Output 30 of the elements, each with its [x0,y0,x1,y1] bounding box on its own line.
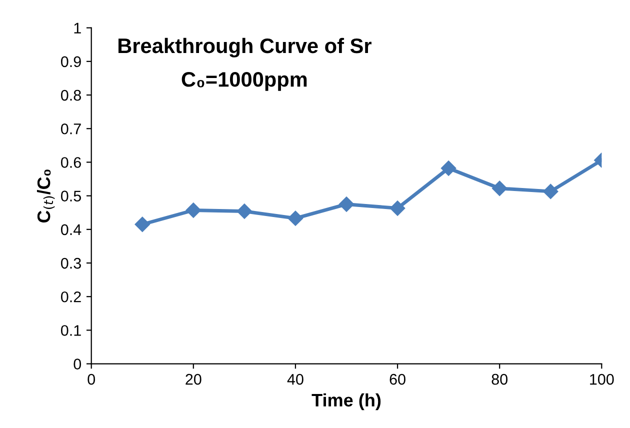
point [338,196,354,212]
x-tick-label: 60 [390,374,406,385]
y-tick-label: 0.6 [60,157,81,168]
point [186,202,201,218]
x-tick-label: 0 [88,374,95,385]
y-tick-label: 0.8 [60,90,81,101]
y-tick-label: 0.4 [60,224,82,236]
y-tick-label: 1 [74,22,81,34]
point [440,160,456,176]
y-tick-label: 0.9 [60,56,81,68]
y-tick-label: 0.2 [60,291,81,302]
x-tick-label: 100 [590,374,614,385]
y-tick-label: 0.5 [60,190,81,202]
y-tick-label: 0 [74,358,82,370]
x-tick-label: 80 [492,374,508,385]
chart-title: Breakthrough Curve of Sr [118,38,372,58]
point [288,210,304,226]
point [492,180,508,196]
y-tick-label: 0.1 [60,325,81,336]
x-tick-label: 40 [287,374,304,385]
text: C₀=1000ppm [182,72,307,91]
x-axis-title: Time (h) [312,393,381,410]
point [390,200,406,216]
y-axis-title: C$_{(t)}$/C₀ [36,170,55,223]
point [543,184,558,200]
x-tick-label: 20 [186,374,202,385]
y-tick-label: 0.3 [60,258,81,269]
point [236,204,252,219]
y-tick-label: 0.7 [60,123,81,134]
point [134,216,150,232]
